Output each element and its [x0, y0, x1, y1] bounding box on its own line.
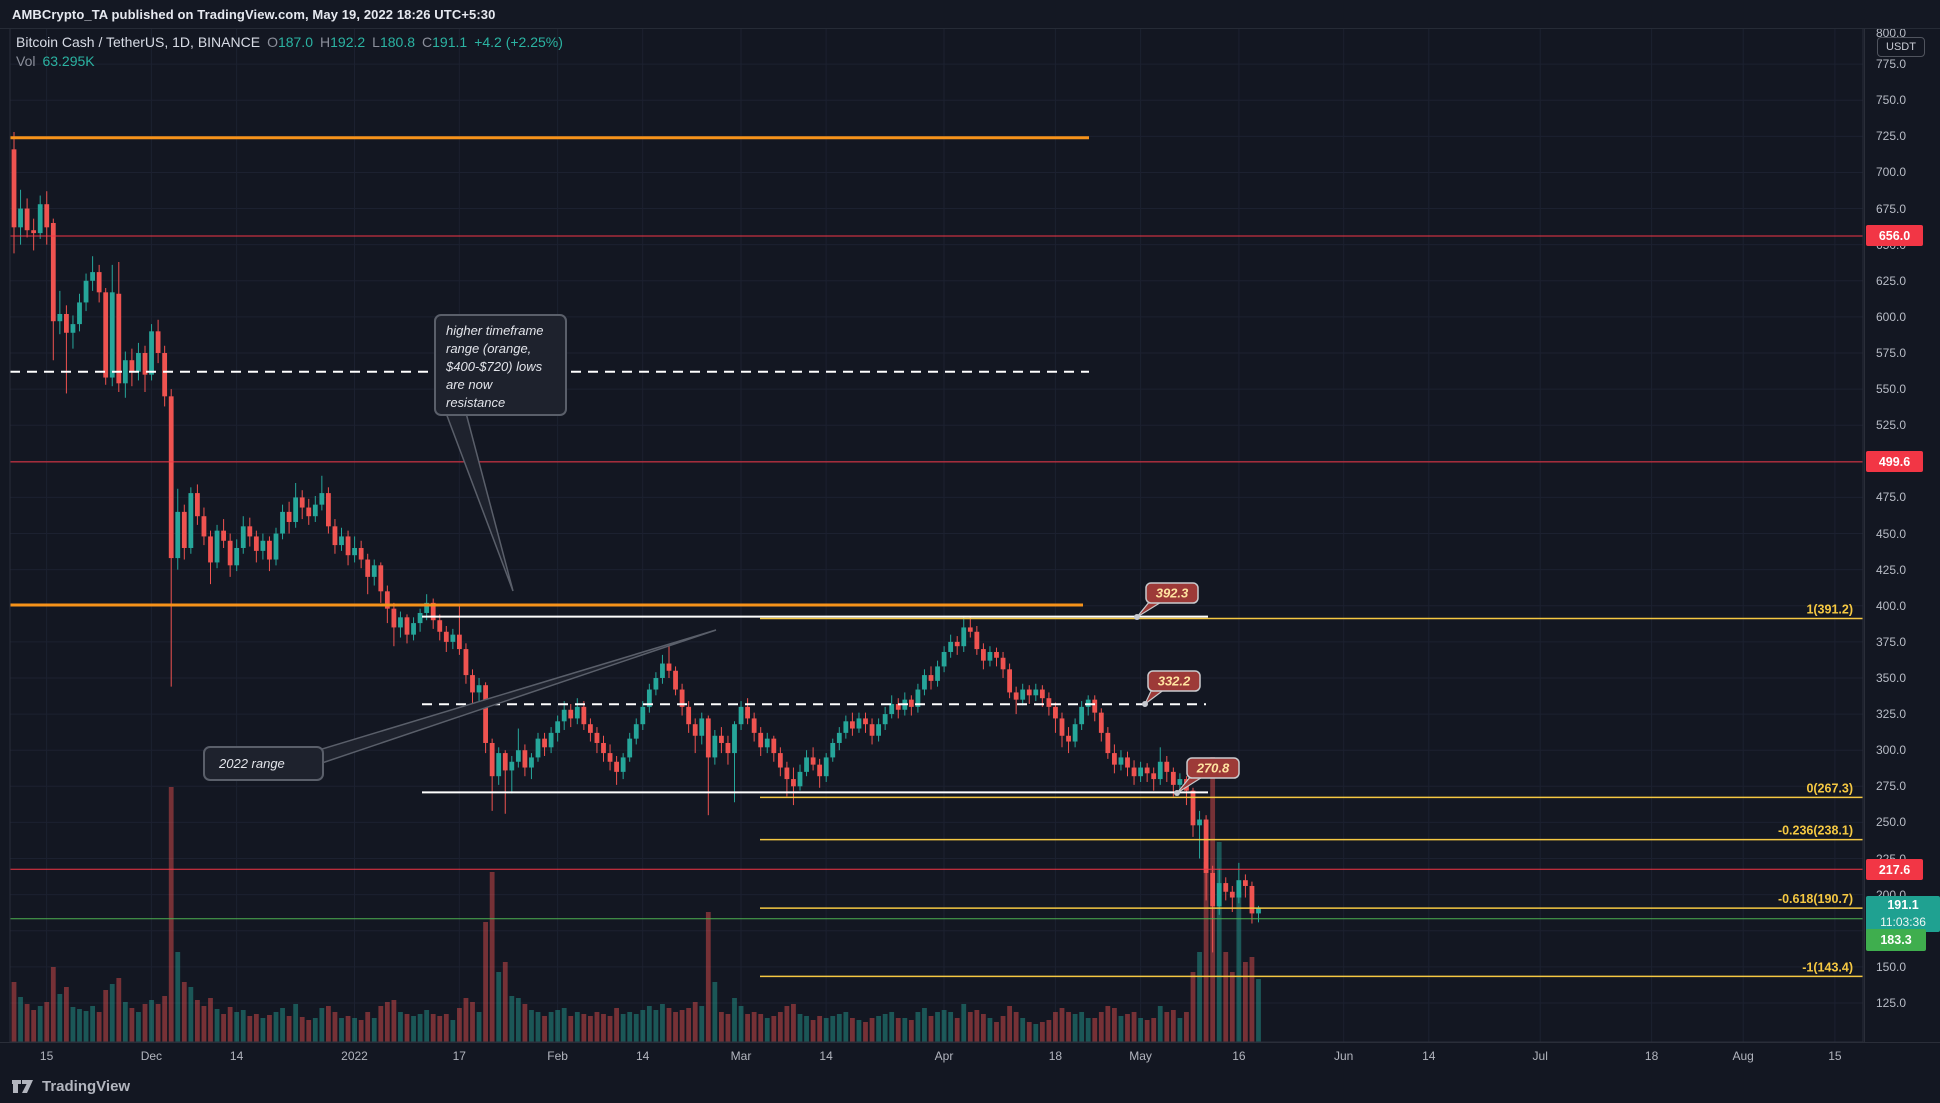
time-tick: 14	[636, 1049, 650, 1063]
ohlc-close: C191.1	[422, 34, 468, 50]
ohlc-high: H192.2	[320, 34, 366, 50]
time-tick: 14	[1422, 1049, 1436, 1063]
symbol-title: Bitcoin Cash / TetherUS, 1D, BINANCE	[16, 34, 261, 50]
bar-countdown: 11:03:36	[1880, 915, 1926, 929]
price-tick: 375.0	[1876, 634, 1907, 649]
tradingview-brand[interactable]: TradingView	[42, 1078, 131, 1095]
price-tick: 275.0	[1876, 779, 1907, 794]
time-tick: May	[1129, 1049, 1152, 1063]
annotation-line: range (orange,	[446, 341, 532, 356]
currency-unit-badge[interactable]: USDT	[1877, 37, 1925, 57]
tradingview-logo-icon[interactable]	[12, 1079, 34, 1095]
candles	[11, 131, 1261, 953]
pane-border	[9, 27, 1864, 1043]
price-tick: 425.0	[1876, 562, 1907, 577]
fib-label: 0(267.3)	[1806, 781, 1853, 795]
annotation-line: resistance	[446, 395, 506, 410]
annotation-2022-range[interactable]: 2022 range	[203, 746, 324, 781]
line-anchor-dot	[1134, 614, 1140, 620]
price-tick: 700.0	[1876, 165, 1907, 180]
chart-legend: Bitcoin Cash / TetherUS, 1D, BINANCE O18…	[16, 33, 563, 71]
price-tick: 325.0	[1876, 707, 1907, 722]
time-tick: 15	[39, 1049, 54, 1063]
price-label-499: 499.6	[1866, 451, 1923, 472]
fib-label: -0.236(238.1)	[1778, 824, 1853, 838]
price-bubbles: 392.3 332.2 270.8	[1134, 582, 1240, 796]
time-tick: Mar	[730, 1049, 752, 1063]
time-tick: Aug	[1732, 1049, 1754, 1063]
price-tick: 575.0	[1876, 345, 1907, 360]
publish-bar: AMBCrypto_TA published on TradingView.co…	[0, 0, 1940, 29]
publish-text: AMBCrypto_TA published on TradingView.co…	[12, 6, 496, 22]
price-tick: 525.0	[1876, 418, 1907, 433]
time-tick: 14	[229, 1049, 244, 1063]
price-bubble	[1186, 757, 1240, 779]
volume-value: 63.295K	[42, 53, 95, 69]
time-tick: 2022	[341, 1049, 368, 1063]
annotation-line: $400-$720) lows	[446, 359, 543, 374]
price-tick: 350.0	[1876, 670, 1907, 685]
svg-text:332.2: 332.2	[1158, 674, 1191, 689]
price-tick: 250.0	[1876, 815, 1907, 830]
time-tick: Dec	[140, 1049, 163, 1063]
fib-label: -1(143.4)	[1802, 960, 1853, 974]
time-axis[interactable]: 15 Dec 14 2022 17 Feb 14 Mar 14 Apr 18 May 16 Jun 14 Ju…	[0, 1042, 1940, 1071]
price-tick: 475.0	[1876, 490, 1907, 505]
price-tick: 125.0	[1876, 995, 1907, 1010]
price-tick: 625.0	[1876, 273, 1907, 288]
price-tick: 675.0	[1876, 201, 1907, 216]
time-tick: Apr	[934, 1049, 954, 1063]
time-tick: Feb	[547, 1049, 568, 1063]
price-tick: 725.0	[1876, 129, 1907, 144]
annotation-line: are now	[446, 377, 493, 392]
price-bubble	[1147, 670, 1201, 692]
grid	[10, 27, 1863, 1042]
ohlc-low: L180.8	[372, 34, 416, 50]
footer-bar: TradingView	[0, 1070, 1940, 1103]
volume-label: Vol	[16, 53, 36, 69]
price-label-183: 183.3	[1866, 929, 1926, 951]
price-bubble	[1145, 582, 1199, 604]
price-tick: 300.0	[1876, 743, 1907, 758]
annotation-htf-range[interactable]: higher timeframe range (orange, $400-$72…	[434, 314, 567, 416]
time-tick: 15	[1828, 1049, 1842, 1063]
price-tick: 775.0	[1876, 57, 1907, 72]
annotation-text: 2022 range	[219, 756, 285, 771]
fib-label: 1(391.2)	[1806, 602, 1853, 616]
ohlc-open: O187.0	[267, 34, 313, 50]
time-tick: Jul	[1532, 1049, 1548, 1063]
change-value: +4.2 (+2.25%)	[474, 34, 563, 50]
price-tick: 150.0	[1876, 959, 1907, 974]
time-tick: 18	[1048, 1049, 1063, 1063]
time-tick: 18	[1644, 1049, 1659, 1063]
line-anchor-dot	[1174, 790, 1180, 796]
price-tick: 550.0	[1876, 382, 1907, 397]
volume-bars	[11, 757, 1261, 1042]
fib-lines: 1(391.2) 0(267.3) -0.236(238.1) -0.618(190.…	[760, 602, 1863, 978]
time-tick: 16	[1232, 1049, 1246, 1063]
fib-label: -0.618(190.7)	[1778, 892, 1853, 906]
time-tick: 14	[819, 1049, 833, 1063]
price-axis[interactable]: 125.0150.0175.0200.0225.0250.0275.0300.0…	[1864, 28, 1940, 1042]
svg-text:392.3: 392.3	[1156, 586, 1189, 601]
time-tick: 17	[452, 1049, 466, 1063]
last-price-label: 191.1 11:03:36	[1866, 896, 1940, 932]
annotation-line: higher timeframe	[446, 323, 544, 338]
price-label-217: 217.6	[1866, 859, 1923, 880]
svg-text:270.8: 270.8	[1196, 761, 1230, 776]
price-tick: 750.0	[1876, 93, 1907, 108]
price-label-656: 656.0	[1866, 225, 1923, 246]
level-lines	[10, 136, 1863, 920]
price-tick: 600.0	[1876, 309, 1907, 324]
price-tick: 400.0	[1876, 598, 1907, 613]
line-anchor-dot	[1142, 701, 1148, 707]
time-tick: Jun	[1334, 1049, 1354, 1063]
price-tick: 450.0	[1876, 526, 1907, 541]
